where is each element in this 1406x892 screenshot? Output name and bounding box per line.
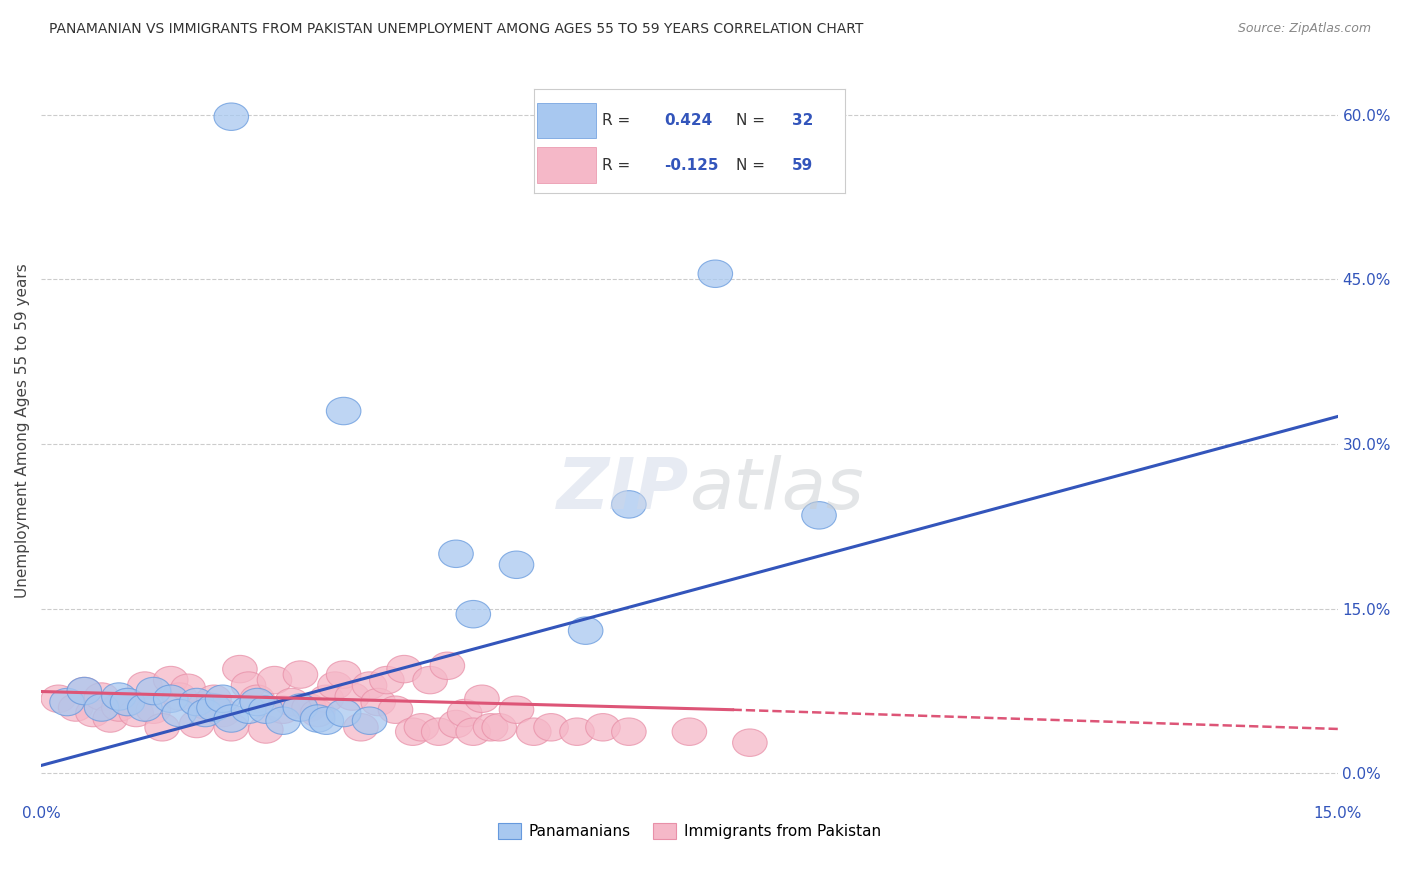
Ellipse shape (136, 677, 170, 705)
Ellipse shape (145, 714, 180, 741)
Ellipse shape (482, 714, 516, 741)
Ellipse shape (370, 666, 404, 694)
Ellipse shape (292, 694, 326, 722)
Ellipse shape (76, 699, 110, 727)
Ellipse shape (84, 694, 120, 722)
Ellipse shape (214, 714, 249, 741)
Ellipse shape (257, 666, 292, 694)
Ellipse shape (49, 689, 84, 715)
Ellipse shape (474, 714, 508, 741)
Ellipse shape (697, 260, 733, 287)
Y-axis label: Unemployment Among Ages 55 to 59 years: Unemployment Among Ages 55 to 59 years (15, 263, 30, 598)
Ellipse shape (41, 685, 76, 713)
Ellipse shape (120, 699, 153, 727)
Ellipse shape (335, 682, 370, 710)
Ellipse shape (84, 682, 120, 710)
Ellipse shape (67, 677, 101, 705)
Ellipse shape (301, 705, 335, 732)
Ellipse shape (197, 694, 231, 722)
Ellipse shape (456, 600, 491, 628)
Ellipse shape (516, 718, 551, 746)
Ellipse shape (326, 699, 361, 727)
Ellipse shape (283, 694, 318, 722)
Ellipse shape (214, 705, 249, 732)
Ellipse shape (318, 672, 353, 699)
Ellipse shape (283, 661, 318, 689)
Ellipse shape (101, 682, 136, 710)
Legend: Panamanians, Immigrants from Pakistan: Panamanians, Immigrants from Pakistan (492, 817, 887, 845)
Ellipse shape (205, 699, 240, 727)
Ellipse shape (560, 718, 595, 746)
Ellipse shape (309, 707, 343, 734)
Ellipse shape (188, 691, 222, 719)
Ellipse shape (499, 551, 534, 579)
Text: ZIP: ZIP (557, 455, 689, 524)
Ellipse shape (343, 714, 378, 741)
Ellipse shape (67, 677, 101, 705)
Ellipse shape (534, 714, 568, 741)
Ellipse shape (733, 729, 768, 756)
Ellipse shape (612, 718, 647, 746)
Ellipse shape (197, 685, 231, 713)
Ellipse shape (301, 699, 335, 727)
Ellipse shape (353, 672, 387, 699)
Ellipse shape (249, 715, 283, 743)
Ellipse shape (59, 694, 93, 722)
Ellipse shape (188, 699, 222, 727)
Ellipse shape (395, 718, 430, 746)
Ellipse shape (136, 696, 170, 723)
Ellipse shape (153, 685, 188, 713)
Ellipse shape (439, 710, 474, 738)
Ellipse shape (162, 699, 197, 727)
Ellipse shape (231, 672, 266, 699)
Ellipse shape (404, 714, 439, 741)
Ellipse shape (240, 689, 274, 715)
Ellipse shape (162, 682, 197, 710)
Ellipse shape (586, 714, 620, 741)
Ellipse shape (422, 718, 456, 746)
Ellipse shape (101, 694, 136, 722)
Text: atlas: atlas (689, 455, 865, 524)
Ellipse shape (353, 707, 387, 734)
Ellipse shape (240, 685, 274, 713)
Ellipse shape (110, 689, 145, 715)
Ellipse shape (180, 710, 214, 738)
Ellipse shape (801, 501, 837, 529)
Ellipse shape (447, 699, 482, 727)
Ellipse shape (128, 672, 162, 699)
Ellipse shape (378, 696, 413, 723)
Ellipse shape (205, 685, 240, 713)
Text: PANAMANIAN VS IMMIGRANTS FROM PAKISTAN UNEMPLOYMENT AMONG AGES 55 TO 59 YEARS CO: PANAMANIAN VS IMMIGRANTS FROM PAKISTAN U… (49, 22, 863, 37)
Ellipse shape (266, 696, 301, 723)
Ellipse shape (413, 666, 447, 694)
Ellipse shape (249, 696, 283, 723)
Ellipse shape (266, 707, 301, 734)
Ellipse shape (361, 689, 395, 715)
Ellipse shape (326, 397, 361, 425)
Ellipse shape (93, 705, 128, 732)
Text: Source: ZipAtlas.com: Source: ZipAtlas.com (1237, 22, 1371, 36)
Ellipse shape (170, 674, 205, 701)
Ellipse shape (568, 617, 603, 644)
Ellipse shape (387, 656, 422, 682)
Ellipse shape (612, 491, 647, 518)
Ellipse shape (430, 652, 464, 680)
Ellipse shape (326, 661, 361, 689)
Ellipse shape (231, 696, 266, 723)
Ellipse shape (110, 689, 145, 715)
Ellipse shape (222, 656, 257, 682)
Ellipse shape (214, 103, 249, 130)
Ellipse shape (153, 666, 188, 694)
Ellipse shape (309, 685, 343, 713)
Ellipse shape (439, 540, 474, 567)
Ellipse shape (672, 718, 707, 746)
Ellipse shape (464, 685, 499, 713)
Ellipse shape (180, 689, 214, 715)
Ellipse shape (274, 689, 309, 715)
Ellipse shape (128, 694, 162, 722)
Ellipse shape (499, 696, 534, 723)
Ellipse shape (456, 718, 491, 746)
